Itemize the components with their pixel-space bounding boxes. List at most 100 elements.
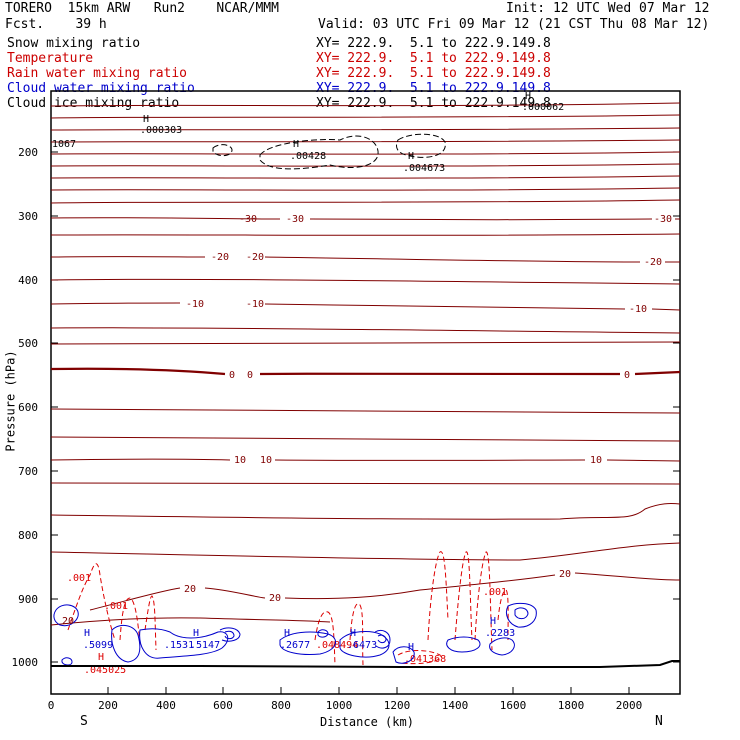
x-tick-label: 1600	[500, 699, 527, 712]
cloud-contours	[53, 602, 537, 666]
x-tick-label: 1400	[442, 699, 469, 712]
cloud-max-marker: H	[350, 628, 356, 639]
x-tick-label: 200	[98, 699, 118, 712]
temperature-contours	[50, 102, 681, 626]
y-tick-label: 600	[18, 401, 38, 414]
cloud-max-marker: H	[408, 642, 414, 653]
isotherm	[50, 151, 681, 155]
isotherm-label: -30	[239, 214, 257, 225]
isotherm-label: 0	[229, 370, 235, 381]
legend-rain-xy: XY= 222.9. 5.1 to 222.9.149.8	[316, 66, 551, 81]
isotherm-label: -10	[629, 304, 647, 315]
temperature-labels: -30 -30 -30 -20 -20 -20 -10 -10 -10 0 0 …	[184, 214, 672, 604]
isotherm	[50, 233, 681, 236]
isotherm	[50, 163, 681, 167]
cloud-contour	[339, 631, 390, 658]
cloud-contour	[514, 607, 529, 620]
isotherm	[50, 102, 681, 107]
snow-value: .000062	[522, 102, 564, 113]
rain-contour	[314, 611, 336, 666]
rain-contour	[119, 597, 141, 646]
isotherm-label: -20	[211, 252, 229, 263]
isotherm-label: 10	[234, 455, 246, 466]
y-tick-label: 700	[18, 465, 38, 478]
isotherm	[50, 187, 681, 191]
isotherm	[50, 482, 681, 485]
cloud-value: .5099	[83, 640, 113, 651]
isotherm-label: 20	[559, 569, 571, 580]
legend-cloud-water: Cloud water mixing ratio	[7, 81, 195, 96]
isotherm-label: -30	[286, 214, 304, 225]
isotherm	[50, 199, 681, 204]
legend-rain: Rain water mixing ratio	[7, 66, 188, 81]
rain-contour	[427, 551, 449, 641]
y-tick-label: 300	[18, 210, 38, 223]
y-tick-label: 400	[18, 274, 38, 287]
rain-value: .041368	[404, 654, 446, 665]
rain-labels: .001 .001 .001 H .045025 .048494 .041368	[67, 573, 507, 676]
rain-value: .001	[104, 601, 128, 612]
legend-cloud-water-xy: XY= 222.9. 5.1 to 222.9.149.8	[316, 81, 551, 96]
snow-contour	[259, 135, 379, 170]
isotherm	[50, 503, 681, 520]
cloud-contour	[224, 630, 235, 640]
y-tick-label: 900	[18, 593, 38, 606]
cloud-value: .2677	[280, 640, 310, 651]
temperature-label-left-bottom: 20	[62, 616, 74, 627]
isotherm-label: 10	[260, 455, 272, 466]
cloud-contour	[489, 637, 515, 656]
isotherm	[50, 217, 680, 221]
isotherm-label: 0	[247, 370, 253, 381]
x-tick-label: 600	[213, 699, 233, 712]
isotherm	[50, 114, 681, 119]
terrain-surface	[51, 660, 680, 668]
x-ticks	[50, 687, 630, 694]
snow-contour	[212, 144, 233, 157]
cloud-labels: H .5099 .1531 H .5147 H .2677 H .6473 H …	[83, 616, 515, 653]
isotherm	[50, 278, 681, 285]
isotherm	[50, 458, 681, 462]
cloud-max-marker: H	[193, 628, 199, 639]
cloud-contour	[53, 604, 79, 627]
snow-value: 1067	[52, 139, 76, 150]
isotherm-label: 0	[624, 370, 630, 381]
isotherm	[50, 175, 681, 179]
isotherm-label: -20	[644, 257, 662, 268]
cloud-contour	[139, 628, 229, 659]
isotherm	[89, 572, 681, 611]
cloud-contour	[279, 631, 336, 655]
isotherm-label: -20	[246, 252, 264, 263]
snow-max-marker: H	[293, 139, 299, 150]
snow-contour	[396, 133, 446, 158]
legend-temperature: Temperature	[7, 51, 94, 66]
isotherm	[50, 256, 680, 263]
rain-contour	[349, 603, 364, 666]
isotherm	[50, 617, 331, 626]
snow-max-marker: H	[408, 151, 414, 162]
snow-max-marker: H	[143, 114, 149, 125]
cloud-value: .1531	[164, 640, 194, 651]
snow-contours	[212, 133, 446, 170]
cloud-max-marker: H	[490, 616, 496, 627]
cloud-value: .2283	[485, 628, 515, 639]
isotherm	[50, 341, 681, 345]
cloud-contour	[505, 602, 537, 628]
cloud-contour	[446, 636, 481, 653]
cloud-contour	[219, 627, 241, 642]
y-ticks	[51, 151, 680, 663]
cloud-value: .6473	[347, 640, 377, 651]
isotherm	[50, 408, 681, 414]
rain-contour	[454, 551, 473, 641]
legend-snow-xy: XY= 222.9. 5.1 to 222.9.149.8	[316, 36, 551, 51]
south-label: S	[80, 714, 88, 729]
zero-isotherm	[50, 367, 681, 376]
snow-max-marker: H	[525, 91, 531, 102]
rain-value: .045025	[84, 665, 126, 676]
y-tick-label: 1000	[12, 656, 39, 669]
isotherm	[50, 542, 681, 561]
cloud-max-marker: H	[84, 628, 90, 639]
x-tick-label: 0	[48, 699, 55, 712]
rain-value: .001	[483, 587, 507, 598]
snow-value: .000303	[140, 125, 182, 136]
